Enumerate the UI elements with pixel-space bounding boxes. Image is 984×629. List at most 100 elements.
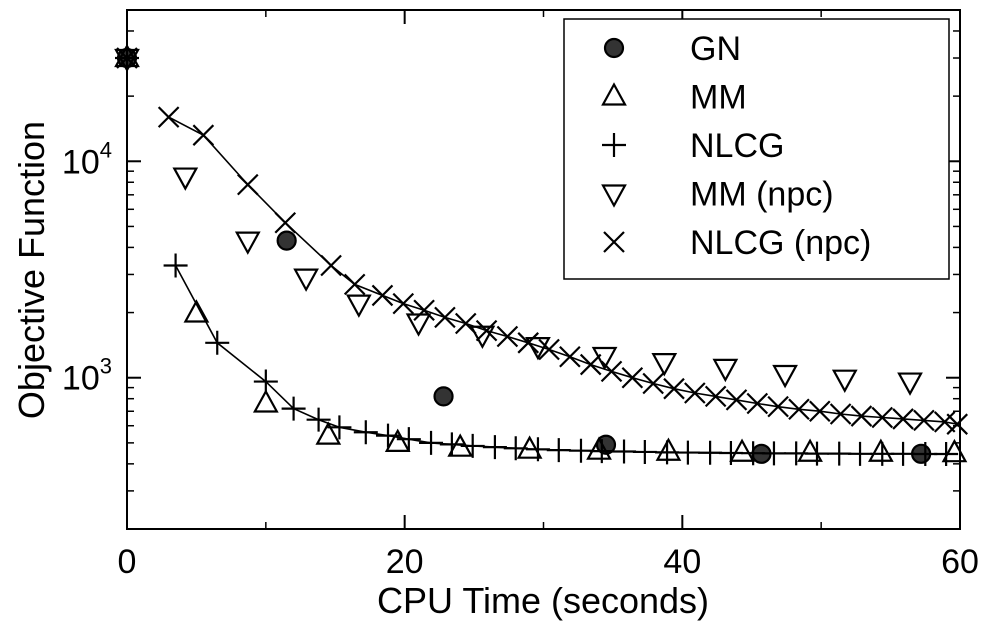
data-point-mm	[729, 438, 755, 462]
data-point-nlcg	[460, 433, 485, 458]
data-point-nlcg	[205, 330, 230, 355]
plot-area	[114, 43, 969, 467]
data-point-nlcg	[761, 441, 786, 466]
data-point-nlcg	[546, 438, 571, 463]
data-point-mm-npc	[651, 353, 678, 377]
data-point-mm-npc	[712, 358, 739, 383]
data-point-nlcg	[439, 432, 464, 457]
y-tick-label: 104	[62, 137, 112, 181]
data-point-nlcg	[675, 440, 700, 465]
data-point-nlcg	[419, 430, 444, 455]
data-point-nlcg-npc	[684, 382, 706, 404]
data-point-nlcg	[784, 441, 809, 466]
data-point-nlcg-npc	[454, 312, 477, 335]
data-point-nlcg-npc	[237, 173, 259, 196]
data-point-nlcg	[253, 369, 278, 394]
data-point-nlcg-npc	[559, 345, 581, 368]
x-tick-label: 0	[118, 543, 137, 581]
legend: GN MM NLCG MM (npc) NLCG (npc)	[563, 18, 950, 280]
data-point-nlcg	[848, 441, 873, 466]
data-point-mm-npc	[345, 294, 372, 318]
data-point-nlcg-npc	[621, 366, 644, 389]
data-point-nlcg-npc	[850, 405, 873, 427]
data-point-nlcg	[632, 439, 657, 464]
data-point-nlcg-npc	[600, 360, 623, 383]
data-point-nlcg	[698, 440, 723, 465]
data-point-nlcg	[612, 439, 637, 464]
data-point-nlcg-npc	[913, 409, 935, 432]
data-point-nlcg	[353, 420, 378, 445]
data-point-nlcg-npc	[320, 254, 342, 277]
data-point-nlcg	[327, 415, 352, 440]
data-point-nlcg-npc	[829, 403, 852, 425]
data-point-gn	[433, 386, 454, 407]
data-point-nlcg-npc	[871, 406, 894, 429]
data-point-nlcg	[805, 441, 830, 466]
y-tick-label: 103	[62, 354, 112, 398]
data-point-mm-npc	[405, 313, 432, 337]
data-point-nlcg-npc	[704, 385, 727, 408]
legend-label-gn: GN	[690, 30, 741, 68]
series-nlcg-npc	[116, 47, 969, 435]
data-point-mm	[797, 438, 823, 462]
data-point-mm	[655, 437, 682, 461]
legend-label-nlcg-npc: NLCG (npc)	[690, 224, 871, 262]
data-point-nlcg-npc	[413, 299, 435, 322]
data-point-mm-npc	[591, 346, 618, 371]
data-point-nlcg-npc	[579, 353, 602, 376]
data-point-nlcg-npc	[746, 392, 769, 415]
series-line-nlcg	[174, 265, 947, 455]
data-point-nlcg-npc	[496, 325, 519, 348]
data-point-mm	[315, 421, 342, 445]
data-point-nlcg-npc	[157, 106, 180, 128]
legend-marker-mm	[601, 82, 627, 106]
data-point-nlcg-npc	[788, 398, 810, 421]
data-point-nlcg-npc	[642, 372, 664, 395]
legend-label-mm: MM	[690, 79, 747, 117]
data-point-mm	[183, 299, 210, 323]
data-point-nlcg-npc	[434, 306, 456, 329]
x-axis-label: CPU Time (seconds)	[377, 580, 709, 621]
data-point-nlcg	[376, 423, 401, 448]
data-point-nlcg	[482, 435, 507, 460]
data-point-nlcg-npc	[343, 273, 366, 296]
series-nlcg	[115, 46, 959, 467]
data-point-nlcg-npc	[192, 124, 215, 146]
axes: 0 20 40 60 103 104	[62, 10, 979, 581]
data-point-mm-npc	[293, 268, 319, 292]
data-point-nlcg	[934, 442, 959, 467]
data-point-mm-npc	[234, 231, 261, 255]
data-point-nlcg	[163, 253, 188, 278]
data-point-mm-npc	[897, 372, 923, 396]
data-point-mm-npc	[831, 369, 858, 393]
data-point-nlcg	[891, 441, 916, 466]
data-point-mm	[252, 389, 279, 413]
data-point-nlcg	[503, 436, 528, 461]
data-point-nlcg	[741, 441, 766, 466]
data-point-nlcg	[306, 407, 331, 432]
data-point-nlcg	[827, 441, 852, 466]
data-point-mm-npc	[172, 167, 199, 191]
data-point-nlcg-npc	[809, 400, 831, 423]
series-mm	[114, 43, 968, 463]
data-point-nlcg	[718, 440, 743, 465]
legend-label-mm-npc: MM (npc)	[690, 176, 834, 214]
data-point-mm	[586, 436, 612, 460]
legend-marker-nlcg	[602, 133, 626, 157]
legend-marker-mm-npc	[601, 184, 627, 208]
x-tick-label: 20	[386, 543, 424, 581]
data-point-nlcg	[870, 441, 895, 466]
data-point-nlcg-npc	[538, 338, 560, 361]
data-point-nlcg-npc	[392, 292, 415, 315]
data-point-mm	[868, 438, 894, 462]
data-point-nlcg-npc	[274, 211, 297, 234]
legend-marker-gn	[603, 37, 625, 59]
data-point-nlcg-npc	[475, 319, 498, 342]
legend-label-nlcg: NLCG	[690, 127, 784, 165]
data-point-mm-npc	[772, 364, 798, 389]
data-point-nlcg	[589, 439, 614, 464]
data-point-nlcg-npc	[767, 395, 789, 418]
data-point-nlcg-npc	[663, 377, 685, 400]
data-point-nlcg	[281, 396, 306, 421]
data-point-nlcg	[525, 437, 550, 462]
